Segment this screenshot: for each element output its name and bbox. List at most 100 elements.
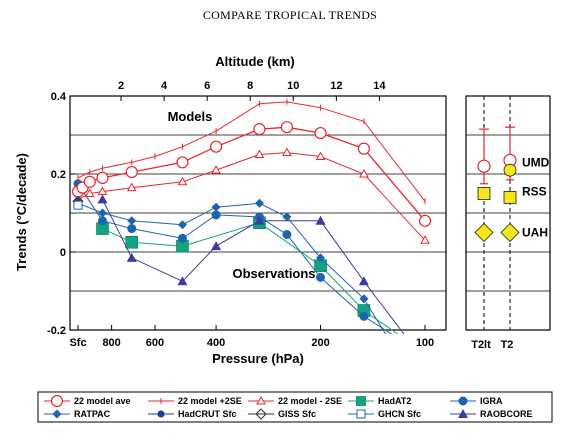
data-point bbox=[254, 198, 264, 208]
x2-tick-label: 2 bbox=[118, 80, 124, 92]
data-point bbox=[177, 233, 187, 243]
legend-item-igra: IGRA bbox=[450, 396, 503, 406]
data-point bbox=[211, 165, 221, 174]
data-point bbox=[211, 210, 221, 220]
x2-tick-label: 6 bbox=[204, 80, 210, 92]
rss-marker bbox=[503, 191, 517, 204]
data-point bbox=[282, 212, 292, 222]
data-point bbox=[96, 171, 109, 184]
series-line bbox=[77, 101, 426, 202]
legend-marker bbox=[256, 395, 266, 405]
y-axis-title: Trends (°C/decade) bbox=[14, 153, 29, 271]
series-ratpac bbox=[73, 198, 386, 335]
data-point bbox=[316, 272, 326, 282]
data-point bbox=[73, 200, 83, 210]
data-point bbox=[84, 188, 95, 197]
y-tick-label: 0.2 bbox=[51, 169, 66, 181]
series-line bbox=[102, 199, 405, 335]
legend-item-raobcore: RAOBCORE bbox=[450, 409, 533, 419]
data-point bbox=[176, 156, 189, 169]
legend-label: HadAT2 bbox=[378, 396, 411, 406]
legend-label: GHCN Sfc bbox=[378, 409, 421, 419]
legend-label: HadCRUT Sfc bbox=[178, 409, 237, 419]
data-point bbox=[97, 194, 108, 204]
data-point bbox=[357, 142, 370, 155]
data-point bbox=[97, 186, 108, 196]
data-point bbox=[420, 235, 430, 244]
series-igra bbox=[73, 179, 392, 335]
label-umd: UMD bbox=[522, 155, 550, 169]
uah-marker bbox=[474, 223, 494, 242]
data-point bbox=[125, 165, 138, 179]
data-point bbox=[127, 216, 137, 226]
series-line bbox=[77, 183, 392, 335]
label-rss: RSS bbox=[522, 185, 547, 199]
series-group bbox=[71, 98, 432, 335]
data-point bbox=[359, 168, 369, 178]
series-line bbox=[77, 202, 386, 335]
legend-label: 22 model ave bbox=[74, 396, 131, 406]
legend-label: 22 model - 2SE bbox=[278, 396, 342, 406]
legend-marker-hadat2 bbox=[356, 396, 366, 406]
x-tick-label: 400 bbox=[207, 337, 225, 349]
x-tick-label: 600 bbox=[146, 337, 164, 349]
x2-axis-title: Altitude (km) bbox=[215, 54, 294, 69]
data-point bbox=[126, 252, 137, 262]
series-22-model-2se bbox=[77, 98, 426, 205]
legend-item-hadcrut-sfc: HadCRUT Sfc bbox=[148, 409, 237, 419]
legend-item-giss-sfc: GISS Sfc bbox=[248, 408, 316, 420]
series-ghcn-sfc bbox=[73, 200, 83, 210]
data-point bbox=[211, 241, 222, 251]
x-tick-label: 200 bbox=[311, 337, 329, 349]
data-point bbox=[83, 175, 96, 188]
data-point bbox=[127, 224, 137, 234]
legend-item-ghcn-sfc: GHCN Sfc bbox=[348, 409, 421, 419]
x2-tick-label: 8 bbox=[247, 80, 253, 92]
x2-tick-label: 4 bbox=[161, 80, 168, 92]
x2-tick-label: 10 bbox=[287, 80, 299, 92]
data-point bbox=[209, 140, 223, 153]
data-point bbox=[177, 276, 188, 286]
legend-label: RATPAC bbox=[74, 409, 111, 419]
legend-marker bbox=[458, 409, 468, 418]
legend-marker bbox=[50, 394, 64, 408]
label-uah: UAH bbox=[522, 226, 548, 240]
x2-tick-label: 14 bbox=[373, 80, 386, 92]
data-point bbox=[282, 147, 292, 157]
y-tick-label: 0.4 bbox=[51, 91, 67, 103]
legend-item-22-model-ave: 22 model ave bbox=[44, 394, 131, 408]
umd-marker bbox=[503, 163, 517, 177]
legend-item-22-model-2se: 22 model +2SE bbox=[148, 396, 242, 406]
data-point bbox=[177, 220, 187, 230]
legend-label: GISS Sfc bbox=[278, 409, 316, 419]
data-point bbox=[211, 202, 221, 212]
uah-marker bbox=[500, 223, 520, 242]
satellite-x-label: T2lt bbox=[471, 339, 491, 351]
y-tick-label: 0 bbox=[60, 247, 66, 259]
legend-marker bbox=[255, 408, 267, 420]
legend-marker bbox=[356, 409, 366, 419]
legend-item-ratpac: RATPAC bbox=[44, 409, 111, 419]
x2-tick-label: 12 bbox=[330, 80, 342, 92]
data-point bbox=[358, 276, 369, 286]
rss-marker bbox=[477, 187, 491, 200]
legend-label: RAOBCORE bbox=[480, 409, 533, 419]
data-point bbox=[253, 123, 266, 136]
data-point bbox=[254, 149, 265, 158]
x-axis-title: Pressure (hPa) bbox=[212, 351, 304, 366]
series-22-model-ave bbox=[71, 121, 432, 227]
annotation-observations: Observations bbox=[232, 266, 315, 281]
legend-marker bbox=[157, 410, 165, 418]
data-point bbox=[254, 215, 265, 225]
legend-label: IGRA bbox=[480, 396, 503, 406]
data-point bbox=[316, 253, 326, 263]
data-point bbox=[280, 121, 294, 134]
annotation-models: Models bbox=[168, 109, 213, 124]
x-tick-label: Sfc bbox=[69, 337, 86, 349]
data-point bbox=[97, 208, 107, 218]
data-point bbox=[126, 182, 137, 192]
data-point bbox=[282, 229, 292, 239]
model-average-marker bbox=[477, 159, 491, 173]
data-point bbox=[418, 214, 432, 227]
